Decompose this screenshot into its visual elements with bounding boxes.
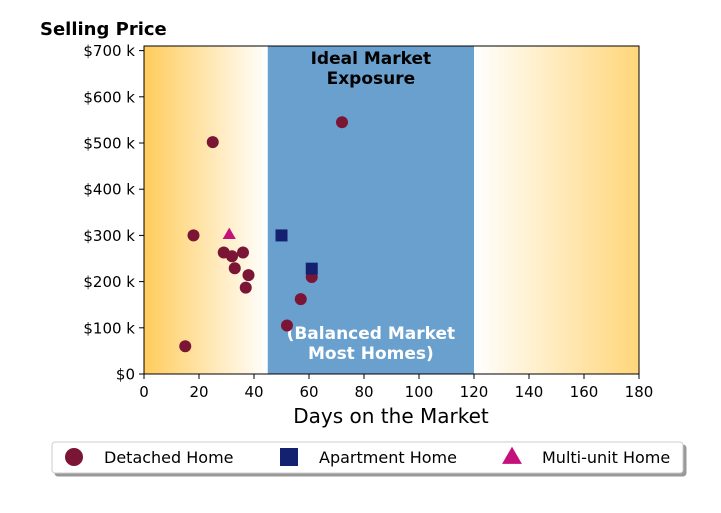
point-circle-2 (206, 136, 219, 149)
point-circle-1 (187, 229, 200, 242)
point-circle-12 (336, 116, 348, 129)
x-tick-label: 40 (244, 383, 263, 401)
x-tick-label: 120 (460, 383, 489, 401)
legend-marker-circle (65, 448, 83, 466)
legend-label: Detached Home (104, 448, 234, 467)
x-tick-label: 160 (570, 383, 599, 401)
legend-label: Multi-unit Home (542, 448, 670, 467)
point-square-1 (305, 262, 318, 275)
y-tick-label: $700 k (83, 42, 135, 60)
legend-box (51, 441, 684, 474)
legend: Detached Home Apartment Home Multi-unit Ho… (51, 441, 684, 474)
x-tick-label: 100 (405, 383, 434, 401)
x-axis-title: Days on the Market (293, 404, 489, 428)
point-circle-10 (294, 293, 307, 306)
point-circle-4 (226, 250, 238, 263)
x-tick-label: 20 (189, 383, 208, 401)
zone-2 (474, 46, 639, 374)
zone-0 (144, 46, 268, 374)
x-tick-label: 80 (354, 383, 373, 401)
zone-label-bottom-line-1: Most Homes) (308, 344, 434, 364)
y-tick-label: $400 k (83, 181, 135, 199)
legend-marker-square (280, 448, 298, 466)
legend-marker-triangle (502, 446, 522, 464)
y-tick-label: $500 k (83, 135, 135, 153)
data-points (179, 116, 348, 353)
x-axis: 0 20 40 60 80 100 120 140 160 180 (139, 374, 653, 401)
y-axis-title: Selling Price (40, 19, 167, 40)
point-square-0 (275, 229, 288, 242)
point-circle-9 (281, 319, 293, 332)
x-tick-label: 180 (625, 383, 654, 401)
y-tick-label: $200 k (83, 273, 135, 291)
y-axis: $0 $100 k $200 k $300 k $400 k $500 k $600 k $7… (83, 42, 144, 384)
y-tick-label: $300 k (83, 227, 135, 245)
point-circle-7 (239, 281, 252, 294)
point-circle-6 (237, 246, 249, 259)
zone-1 (267, 46, 474, 374)
point-circle-8 (242, 269, 255, 282)
legend-label: Apartment Home (319, 448, 457, 467)
x-tick-label: 0 (139, 383, 149, 401)
y-tick-label: $0 (116, 366, 135, 384)
plot-frame (143, 45, 640, 375)
zone-label-top-line-0: Ideal Market (311, 49, 432, 69)
background-zones (144, 46, 639, 374)
zone-label-top-line-1: Exposure (327, 69, 416, 89)
point-circle-5 (228, 262, 241, 275)
x-tick-label: 140 (515, 383, 544, 401)
zone-label-bottom-line-0: (Balanced Market (287, 324, 456, 344)
point-triangle-0 (222, 227, 236, 240)
x-tick-label: 60 (299, 383, 318, 401)
y-tick-label: $600 k (83, 88, 135, 106)
point-circle-0 (179, 340, 192, 353)
y-tick-label: $100 k (83, 319, 135, 337)
